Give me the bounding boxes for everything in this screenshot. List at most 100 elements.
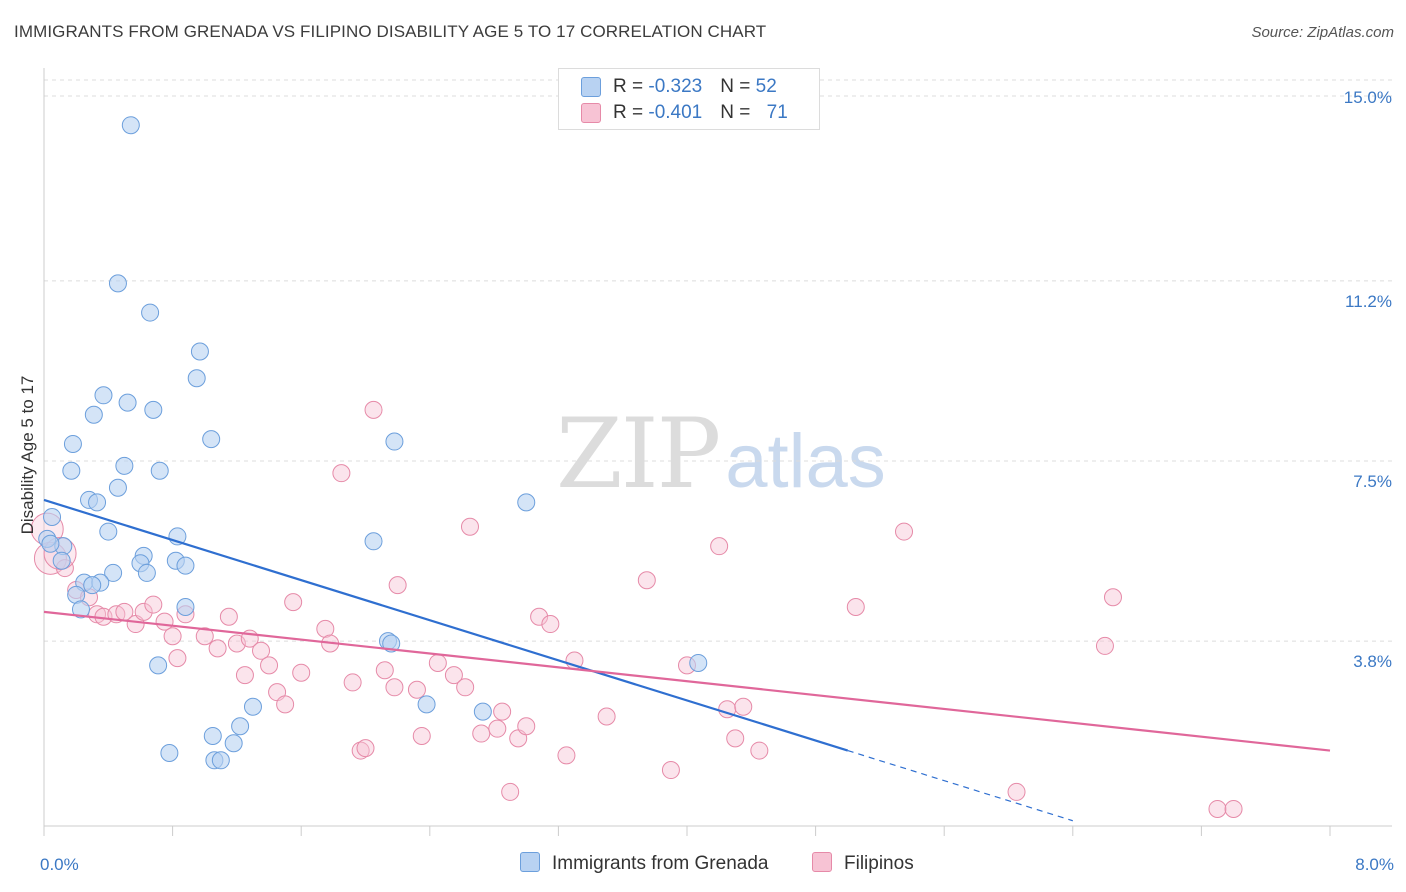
grid [44, 79, 1392, 642]
grenada-point [115, 456, 134, 475]
filipinos-point [456, 678, 475, 697]
filipinos-point [219, 607, 238, 626]
filipinos-point [726, 729, 745, 748]
legend-n-value: 71 [766, 102, 788, 123]
bottom-legend-filipinos: Filipinos [812, 852, 914, 875]
filipinos-point [168, 649, 187, 668]
filipinos-point [557, 746, 576, 765]
grenada-point [243, 697, 262, 716]
filipinos-point [517, 717, 536, 736]
chart-title: IMMIGRANTS FROM GRENADA VS FILIPINO DISA… [14, 22, 767, 41]
grenada-point [473, 702, 492, 721]
bottom-legend-label-filipinos: Filipinos [844, 853, 914, 874]
grenada-point [71, 600, 90, 619]
bottom-legend-swatch-filipinos [812, 852, 832, 872]
filipinos-point [488, 719, 507, 738]
grenada-points [38, 116, 708, 770]
grenada-point [84, 405, 103, 424]
grenada-point [149, 656, 168, 675]
filipinos-point [597, 707, 616, 726]
legend-n-label: N = [720, 102, 756, 123]
filipinos-point [134, 602, 153, 621]
filipinos-point [144, 595, 163, 614]
grenada-point [190, 342, 209, 361]
axes [43, 68, 1392, 836]
legend-swatch-grenada [581, 76, 601, 97]
filipinos-point [388, 576, 407, 595]
filipinos-point [895, 522, 914, 541]
grenada-trend-extension [847, 749, 1073, 822]
grenada-point [203, 726, 222, 745]
legend: R = -0.323 N = 52 R = -0.401 N = 71 [558, 68, 820, 130]
filipinos-point [385, 678, 404, 697]
x-tick-label: 8.0% [1355, 855, 1394, 874]
filipinos-point [343, 673, 362, 692]
filipinos-point [1007, 782, 1026, 801]
legend-n-label: N = [720, 76, 756, 97]
grenada-point [137, 563, 156, 582]
y-tick-labels: 3.8% 7.5% 11.2% 15.0% [1344, 88, 1392, 671]
grenada-point [63, 434, 82, 453]
filipinos-point [208, 639, 227, 658]
filipinos-point [710, 537, 729, 556]
bottom-legend-label-grenada: Immigrants from Grenada [552, 853, 769, 874]
filipinos-point [1208, 799, 1227, 818]
y-tick-label: 15.0% [1344, 88, 1392, 107]
legend-row-grenada: R = -0.323 N = 52 [581, 76, 777, 100]
filipinos-point [195, 627, 214, 646]
filipinos-point [493, 702, 512, 721]
filipinos-point [412, 726, 431, 745]
grenada-point [382, 634, 401, 653]
filipinos-point [637, 571, 656, 590]
filipinos-point [1103, 588, 1122, 607]
filipinos-point [501, 782, 520, 801]
grenada-point [108, 274, 127, 293]
filipinos-point [472, 724, 491, 743]
grenada-point [224, 734, 243, 753]
filipinos-point [316, 619, 335, 638]
filipinos-point [276, 695, 295, 714]
legend-swatch-filipinos [581, 102, 601, 123]
filipinos-point [163, 627, 182, 646]
grenada-trend-line [43, 498, 849, 752]
y-tick-label: 11.2% [1345, 292, 1392, 311]
filipinos-point [252, 641, 271, 660]
filipinos-point [460, 517, 479, 536]
legend-r-value: -0.401 [648, 102, 703, 123]
grenada-point [104, 563, 123, 582]
grenada-point [141, 303, 160, 322]
legend-row-filipinos: R = -0.401 N = 71 [581, 102, 788, 126]
grenada-point [118, 393, 137, 412]
legend-r-label: R = [613, 102, 649, 123]
bottom-legend-grenada: Immigrants from Grenada [520, 852, 768, 875]
filipinos-point [428, 653, 447, 672]
filipinos-point [292, 663, 311, 682]
trend-lines [43, 498, 1331, 822]
grenada-point [689, 653, 708, 672]
grenada-point [364, 532, 383, 551]
filipinos-point [364, 400, 383, 419]
grenada-point [202, 430, 221, 449]
filipinos-point [444, 666, 463, 685]
grenada-point [52, 551, 71, 570]
bottom-legend-swatch-grenada [520, 852, 540, 872]
legend-r-value: -0.323 [648, 76, 703, 97]
filipinos-point [734, 697, 753, 716]
filipinos-point [351, 741, 370, 760]
grenada-point [187, 369, 206, 388]
filipinos-point [846, 598, 865, 616]
filipinos-point [407, 680, 426, 699]
x-tick-labels: 0.0% 8.0% [40, 855, 1394, 874]
legend-n-value: 52 [755, 76, 777, 97]
filipinos-point [375, 661, 394, 680]
grenada-point [176, 556, 195, 575]
filipinos-point [661, 761, 680, 780]
filipinos-point [284, 593, 303, 612]
x-tick-label: 0.0% [40, 855, 79, 874]
filipinos-point [332, 464, 351, 483]
grenada-point [517, 493, 536, 512]
filipinos-point [750, 741, 769, 760]
grenada-point [83, 576, 102, 595]
grenada-point [121, 116, 140, 135]
grenada-point [144, 400, 163, 419]
